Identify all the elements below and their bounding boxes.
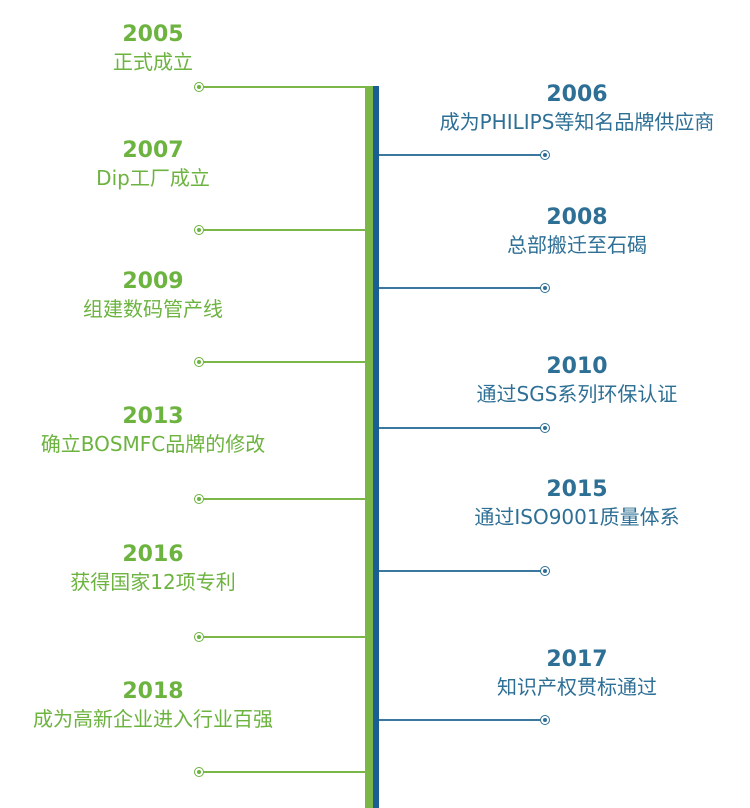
timeline-dot-icon <box>194 357 204 367</box>
timeline-dot-icon <box>194 632 204 642</box>
connector-line <box>198 361 365 363</box>
entry-text: 成为高新企业进入行业百强 <box>33 707 273 731</box>
connector-line <box>198 636 365 638</box>
timeline-entry: 2007 Dip工厂成立 <box>0 138 333 192</box>
timeline-entry: 2013 确立BOSMFC品牌的修改 <box>0 404 333 458</box>
entry-text: 知识产权贯标通过 <box>497 675 657 699</box>
entry-year: 2010 <box>546 354 608 379</box>
entry-year: 2006 <box>546 82 608 107</box>
timeline-entry: 2016 获得国家12项专利 <box>0 542 333 596</box>
connector-line <box>198 498 365 500</box>
timeline-entry: 2006 成为PHILIPS等知名品牌供应商 <box>397 82 750 136</box>
entry-text: 组建数码管产线 <box>83 297 223 321</box>
timeline-entry: 2015 通过ISO9001质量体系 <box>397 477 750 531</box>
entry-text: 通过SGS系列环保认证 <box>476 382 678 406</box>
entry-text: 成为PHILIPS等知名品牌供应商 <box>439 110 715 134</box>
entry-year: 2016 <box>122 542 184 567</box>
entry-year: 2009 <box>122 269 184 294</box>
timeline-axis-green <box>365 86 373 808</box>
timeline-dot-icon <box>540 150 550 160</box>
connector-line <box>379 154 545 156</box>
entry-year: 2013 <box>122 404 184 429</box>
timeline-dot-icon <box>540 283 550 293</box>
entry-text: Dip工厂成立 <box>96 166 210 190</box>
entry-year: 2017 <box>546 647 608 672</box>
connector-line <box>198 86 365 88</box>
timeline-entry: 2018 成为高新企业进入行业百强 <box>0 679 333 733</box>
entry-year: 2005 <box>122 22 184 47</box>
entry-text: 通过ISO9001质量体系 <box>474 505 680 529</box>
timeline-entry: 2017 知识产权贯标通过 <box>397 647 750 701</box>
connector-line <box>198 229 365 231</box>
timeline-axis-blue <box>373 86 379 808</box>
connector-line <box>379 427 545 429</box>
connector-line <box>379 570 545 572</box>
entry-year: 2015 <box>546 477 608 502</box>
timeline-dot-icon <box>194 225 204 235</box>
entry-text: 正式成立 <box>113 50 193 74</box>
timeline-dot-icon <box>194 494 204 504</box>
entry-text: 获得国家12项专利 <box>70 570 236 594</box>
entry-text: 确立BOSMFC品牌的修改 <box>40 432 266 456</box>
timeline-dot-icon <box>194 82 204 92</box>
entry-year: 2018 <box>122 679 184 704</box>
timeline-dot-icon <box>540 423 550 433</box>
entry-year: 2007 <box>122 138 184 163</box>
entry-year: 2008 <box>546 205 608 230</box>
connector-line <box>379 287 545 289</box>
timeline-dot-icon <box>540 566 550 576</box>
entry-text: 总部搬迁至石碣 <box>507 233 647 257</box>
connector-line <box>198 771 365 773</box>
timeline-dot-icon <box>194 767 204 777</box>
timeline-entry: 2008 总部搬迁至石碣 <box>397 205 750 259</box>
timeline-dot-icon <box>540 715 550 725</box>
timeline-entry: 2010 通过SGS系列环保认证 <box>397 354 750 408</box>
timeline-entry: 2009 组建数码管产线 <box>0 269 333 323</box>
connector-line <box>379 719 545 721</box>
timeline-entry: 2005 正式成立 <box>0 22 333 76</box>
